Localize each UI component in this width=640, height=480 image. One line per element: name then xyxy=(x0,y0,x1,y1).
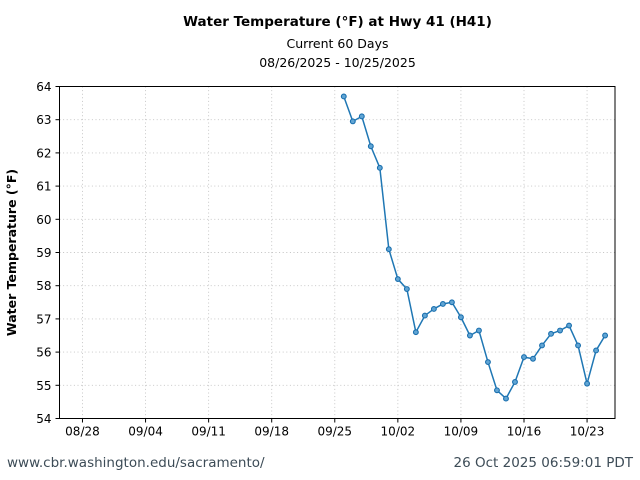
x-tick-label-10/16: 10/16 xyxy=(507,425,542,439)
x-tick-label-10/02: 10/02 xyxy=(381,425,416,439)
chart-date-range: 08/26/2025 - 10/25/2025 xyxy=(259,54,416,70)
x-tick-label-09/25: 09/25 xyxy=(317,425,352,439)
data-point-10/17 xyxy=(530,355,536,362)
data-point-10/14 xyxy=(503,395,509,402)
x-tick-label-09/18: 09/18 xyxy=(254,425,289,439)
data-point-09/26 xyxy=(340,93,347,100)
y-tick-label-56: 56 xyxy=(36,346,51,360)
x-tick-label-08/28: 08/28 xyxy=(65,425,100,439)
chart-subtitle: Current 60 Days xyxy=(286,35,389,51)
data-point-10/08 xyxy=(448,299,455,306)
y-tick-label-64: 64 xyxy=(36,80,51,94)
x-tick-label-10/09: 10/09 xyxy=(444,425,479,439)
data-point-10/05 xyxy=(421,312,428,319)
data-point-10/22 xyxy=(575,342,582,349)
x-tick-label-09/04: 09/04 xyxy=(128,425,163,439)
data-point-10/13 xyxy=(494,387,500,394)
y-tick-label-60: 60 xyxy=(36,213,51,227)
data-point-10/16 xyxy=(521,354,527,361)
data-point-09/27 xyxy=(349,118,356,125)
data-point-10/23 xyxy=(584,380,591,387)
y-tick-label-63: 63 xyxy=(36,113,51,127)
data-point-10/04 xyxy=(412,329,419,336)
data-point-10/11 xyxy=(475,327,482,334)
chart-header: Water Temperature (°F) at Hwy 41 (H41) C… xyxy=(59,0,616,70)
y-tick-label-57: 57 xyxy=(36,312,51,326)
data-point-09/29 xyxy=(367,143,374,150)
data-point-10/07 xyxy=(439,301,446,307)
data-point-10/09 xyxy=(457,314,464,321)
data-point-10/01 xyxy=(385,246,392,253)
data-point-09/28 xyxy=(358,113,365,120)
temperature-line xyxy=(343,95,606,400)
data-point-10/15 xyxy=(512,379,518,385)
footer-url: www.cbr.washington.edu/sacramento/ xyxy=(7,455,265,471)
y-tick-label-59: 59 xyxy=(36,246,51,260)
y-tick-label-54: 54 xyxy=(36,412,51,426)
y-tick-label-55: 55 xyxy=(36,379,51,393)
footer-timestamp: 26 Oct 2025 06:59:01 PDT xyxy=(453,455,633,471)
data-point-10/06 xyxy=(430,305,437,312)
data-point-10/10 xyxy=(466,332,473,339)
data-point-10/24 xyxy=(593,347,600,354)
data-point-10/02 xyxy=(394,276,401,283)
data-point-10/19 xyxy=(548,330,554,337)
data-point-10/18 xyxy=(539,342,545,349)
x-tick-label-09/11: 09/11 xyxy=(191,425,226,439)
x-tick-label-10/23: 10/23 xyxy=(570,425,605,439)
y-tick-label-58: 58 xyxy=(36,279,51,293)
data-point-10/25 xyxy=(602,332,609,339)
data-point-09/30 xyxy=(376,164,383,171)
data-point-10/20 xyxy=(557,327,563,334)
chart-title: Water Temperature (°F) at Hwy 41 (H41) xyxy=(183,14,492,30)
data-point-10/21 xyxy=(566,322,572,329)
y-tick-label-62: 62 xyxy=(36,146,51,160)
y-axis-label: Water Temperature (°F) xyxy=(4,169,19,336)
data-point-10/03 xyxy=(403,286,410,292)
data-point-10/12 xyxy=(485,359,491,366)
y-tick-label-61: 61 xyxy=(36,180,51,194)
